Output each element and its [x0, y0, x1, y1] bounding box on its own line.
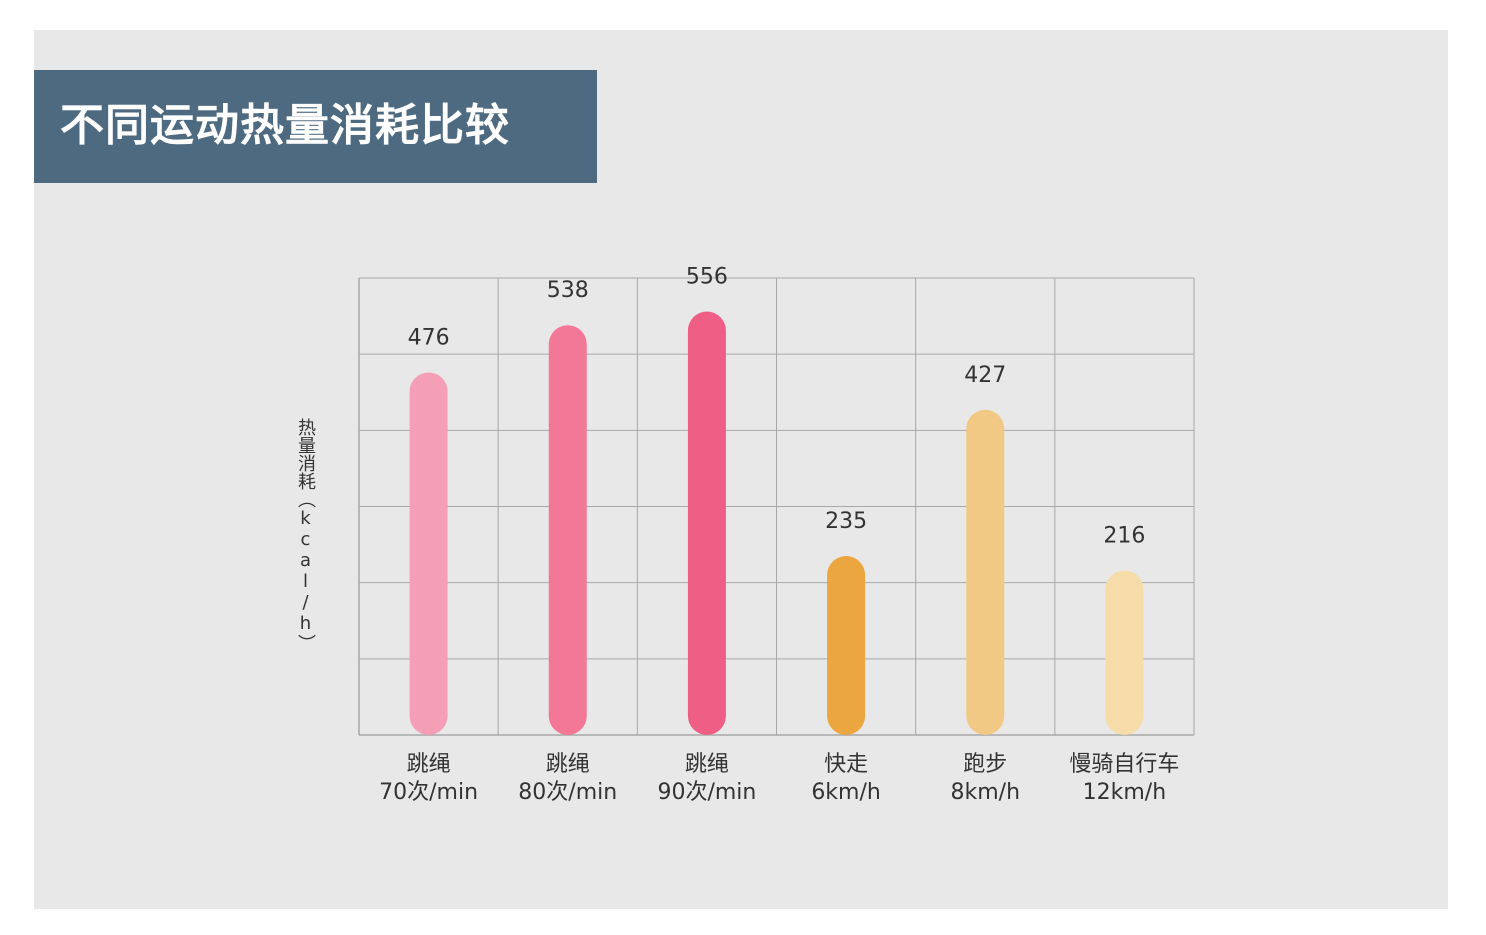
- bar-3: [687, 311, 726, 735]
- category-label-2: 跳绳 80次/min: [498, 751, 638, 807]
- category-rate: 70次/min: [379, 780, 479, 805]
- category-name: 慢骑自行车: [1069, 752, 1180, 777]
- chart-bars: [409, 311, 1144, 735]
- category-label-3: 跳绳 90次/min: [637, 751, 777, 807]
- category-rate: 8km/h: [950, 780, 1021, 805]
- bar-1: [409, 372, 448, 735]
- category-rate: 80次/min: [518, 780, 618, 805]
- bar-5: [966, 409, 1005, 735]
- chart-data-labels: 476 538 556 235 427 216: [408, 265, 1146, 549]
- category-rate: 6km/h: [811, 780, 881, 805]
- category-label-6: 慢骑自行车 12km/h: [1054, 751, 1194, 807]
- y-axis-label: 热量消耗（kcal/h）: [295, 418, 316, 652]
- category-name: 快走: [824, 752, 869, 777]
- data-label-1: 476: [408, 325, 450, 350]
- category-label-4: 快走 6km/h: [776, 751, 916, 807]
- data-label-5: 427: [964, 363, 1006, 388]
- bar-6: [1105, 570, 1144, 735]
- category-name: 跳绳: [406, 752, 451, 777]
- bar-2: [548, 325, 587, 735]
- chart-grid: [358, 277, 1195, 736]
- category-label-5: 跑步 8km/h: [915, 751, 1055, 807]
- category-name: 跑步: [963, 752, 1008, 777]
- data-label-6: 216: [1103, 523, 1145, 548]
- category-label-1: 跳绳 70次/min: [359, 751, 499, 807]
- category-name: 跳绳: [684, 752, 729, 777]
- data-label-3: 556: [686, 265, 728, 290]
- category-name: 跳绳: [545, 752, 590, 777]
- data-label-2: 538: [547, 278, 589, 303]
- category-rate: 90次/min: [657, 780, 757, 805]
- data-label-4: 235: [825, 509, 867, 534]
- category-rate: 12km/h: [1082, 780, 1167, 805]
- bar-4: [827, 556, 866, 735]
- title-banner: [34, 70, 597, 183]
- page-title: 不同运动热量消耗比较: [60, 100, 510, 151]
